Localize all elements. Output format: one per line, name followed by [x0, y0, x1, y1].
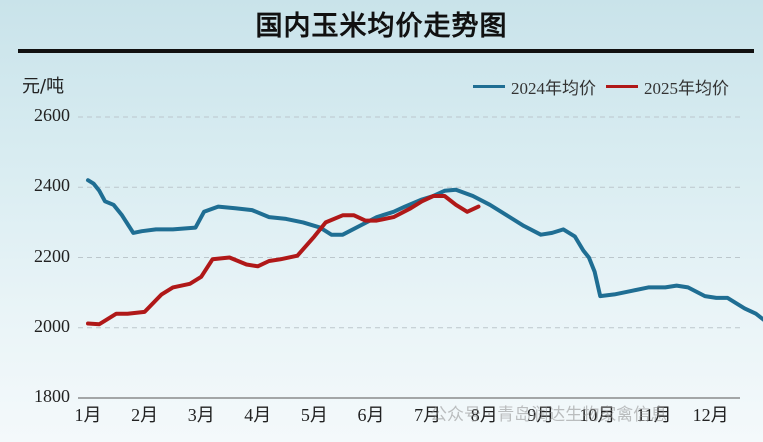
y-tick-label: 2200: [34, 245, 70, 266]
series-line-2025: [86, 194, 481, 327]
legend-label-2024: 2024年均价: [511, 79, 596, 98]
title-divider: [18, 49, 754, 53]
legend-swatch-2025: [606, 85, 638, 88]
x-tick-label: 11月: [636, 405, 672, 425]
x-tick-label: 7月: [414, 405, 442, 425]
y-tick-label: 2000: [34, 315, 70, 336]
legend-item-2025[interactable]: 2025年均价: [606, 74, 729, 99]
x-tick-label: 10月: [579, 405, 616, 425]
y-tick-label: 1800: [34, 386, 70, 406]
x-tick-label: 12月: [692, 405, 729, 425]
x-tick-label: 2月: [131, 405, 159, 425]
x-tick-label: 5月: [300, 405, 328, 425]
x-tick-label: 8月: [470, 405, 498, 425]
legend-item-2024[interactable]: 2024年均价: [473, 74, 596, 99]
legend-label-2025: 2025年均价: [644, 79, 729, 98]
x-tick-label: 6月: [357, 405, 385, 425]
watermark: 公众号 · 青岛润达生物家禽信息: [430, 405, 668, 425]
legend-swatch-2024: [473, 85, 505, 88]
y-tick-label: 2400: [34, 175, 70, 196]
x-tick-label: 3月: [187, 405, 215, 425]
y-tick-label: 2600: [34, 105, 70, 125]
x-tick-label: 4月: [244, 405, 272, 425]
x-tick-label: 9月: [527, 405, 555, 425]
chart-title: 国内玉米均价走势图: [255, 11, 508, 42]
y-axis-unit: 元/吨: [22, 76, 65, 97]
chart-legend: 2024年均价 2025年均价: [473, 74, 729, 99]
x-tick-label: 1月: [74, 405, 102, 425]
